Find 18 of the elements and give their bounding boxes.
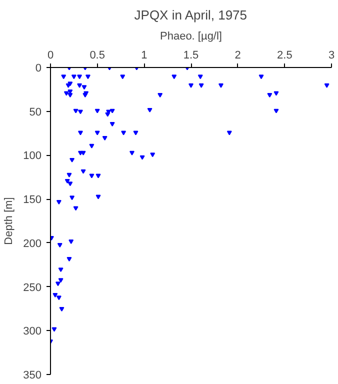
y-tick-label: 250 — [23, 282, 42, 294]
x-tick-label: 1.5 — [183, 50, 199, 62]
y-tick-label: 150 — [23, 194, 42, 206]
x-tick-label: 2 — [234, 50, 241, 62]
x-tick-label: 0 — [47, 50, 54, 62]
y-tick-label: 50 — [29, 106, 42, 118]
x-tick-label: 3 — [328, 50, 335, 62]
x-axis-title: Phaeo. [µg/l] — [160, 30, 222, 42]
y-tick-label: 0 — [35, 62, 42, 74]
x-tick-label: 2.5 — [277, 50, 292, 62]
y-axis-title: Depth [m] — [3, 197, 16, 245]
x-tick-label: 1 — [141, 50, 148, 62]
x-tick-label: 0.5 — [90, 50, 105, 62]
chart-title: JPQX in April, 1975 — [134, 8, 248, 22]
y-tick-label: 200 — [23, 238, 42, 250]
y-tick-label: 100 — [23, 150, 42, 162]
y-tick-label: 300 — [23, 326, 42, 338]
y-tick-label: 350 — [23, 370, 42, 382]
